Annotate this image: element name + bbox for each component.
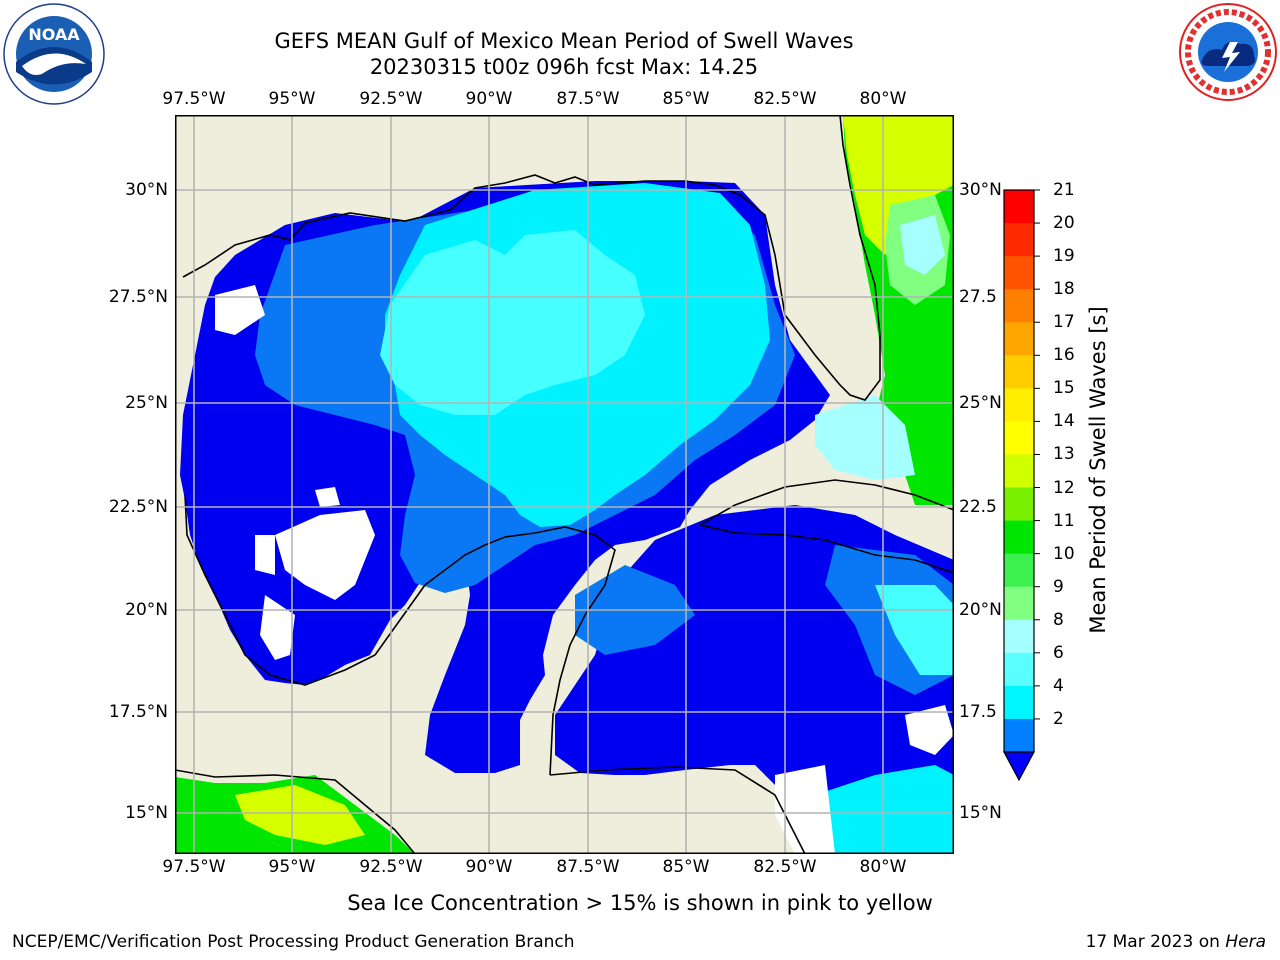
noaa-logo-icon: NOAA [3,3,105,105]
colorbar-band [1004,223,1034,257]
colorbar-band [1004,685,1034,720]
colorbar-tick-label: 9 [1053,576,1064,597]
caribbean-cyan-patch [875,585,954,675]
map-gridlines [175,115,954,854]
colorbar-band [1004,355,1034,389]
colorbar-band [1004,256,1034,290]
lat-label-right: 20°N [959,600,1002,620]
yucatan-coastline [184,494,616,776]
colorbar-tick-label: 13 [1053,444,1075,465]
caribbean-cyan-patch [805,765,954,854]
colorbar-band [1004,619,1034,654]
colorbar-band [1004,520,1034,555]
colorbar-tick-label: 20 [1053,213,1075,234]
gulf-coastline [182,115,881,401]
lat-label-right: 30°N [959,180,1002,200]
lon-label-top: 85°W [662,89,710,109]
lon-label-bottom: 97.5°W [162,857,226,877]
lat-label-left: 25°N [125,393,168,413]
colorbar-tick-label: 4 [1053,675,1064,696]
colorbar [1002,189,1040,782]
colorbar-band [1004,421,1034,455]
title-line-1: GEFS MEAN Gulf of Mexico Mean Period of … [274,29,854,53]
lon-label-top: 90°W [465,89,513,109]
lon-label-top: 92.5°W [359,89,423,109]
lat-label-left: 20°N [125,600,168,620]
footer-date-text: 17 Mar 2023 on [1085,932,1226,952]
colorbar-title: Mean Period of Swell Waves [s] [1086,306,1110,634]
colorbar-band [1004,487,1034,522]
colorbar-band [1004,388,1034,422]
colorbar-tick-label: 6 [1053,642,1064,663]
pacific-yellow-patch [235,785,365,845]
colorbar-tick-label: 16 [1053,345,1075,366]
footer-date: 17 Mar 2023 on Hera [1086,932,1266,952]
undefined-patch [255,535,275,575]
lon-label-top: 80°W [859,89,907,109]
lon-label-top: 97.5°W [162,89,226,109]
swell-period-map [175,115,954,854]
footer-host: Hera [1225,932,1266,952]
undefined-patch [315,487,340,507]
lon-label-top: 95°W [268,89,316,109]
lat-label-left: 17.5°N [108,702,168,722]
colorbar-band [1004,718,1034,753]
undefined-patch [275,510,375,600]
cuba-coastline [699,479,954,574]
colorbar-tick-label: 8 [1053,609,1064,630]
map-border [175,115,954,854]
colorbar-extend-arrow [1002,751,1036,782]
chart-title: GEFS MEAN Gulf of Mexico Mean Period of … [274,28,853,80]
undefined-patch [260,595,295,660]
sea-ice-note: Sea Ice Concentration > 15% is shown in … [347,891,933,915]
lon-label-top: 82.5°W [753,89,817,109]
colorbar-band [1004,586,1034,621]
lon-label-bottom: 82.5°W [753,857,817,877]
colorbar-tick-label: 15 [1053,378,1075,399]
lat-label-right: 15°N [959,803,1002,823]
lon-label-bottom: 85°W [662,857,710,877]
colorbar-tick-label: 17 [1053,312,1075,333]
undefined-patch [775,765,835,854]
colorbar-tick-label: 12 [1053,477,1075,498]
lon-label-bottom: 90°W [465,857,513,877]
atlantic-yellow-region [843,115,954,255]
lat-label-right: 25°N [959,393,1002,413]
colorbar-band [1004,652,1034,687]
colorbar-border [1003,189,1035,753]
straits-light-cyan-patch [815,395,915,480]
colorbar-tick-label: 18 [1053,279,1075,300]
colorbar-tick-label: 14 [1053,411,1075,432]
colorbar-tick-label: 10 [1053,543,1075,564]
colorbar-band [1004,322,1034,356]
colorbar-band [1004,190,1034,224]
colorbar-tick-label: 21 [1053,180,1075,200]
lat-label-right: 17.5 [959,702,997,722]
colorbar-band [1004,454,1034,489]
lat-label-left: 27.5°N [108,287,168,307]
title-line-2: 20230315 t00z 096h fcst Max: 14.25 [369,55,759,79]
lat-label-left: 15°N [125,803,168,823]
colorbar-band [1004,553,1034,588]
svg-text:NOAA: NOAA [28,25,80,44]
colorbar-tick-label: 2 [1053,708,1064,729]
lat-label-right: 22.5 [959,497,997,517]
lat-label-left: 30°N [125,180,168,200]
footer-credit: NCEP/EMC/Verification Post Processing Pr… [12,932,575,952]
gulf-light-cyan-lobe [380,230,645,415]
central-america-coastline [175,766,806,854]
undefined-patch [905,705,954,755]
lon-label-bottom: 95°W [268,857,316,877]
lon-label-bottom: 92.5°W [359,857,423,877]
nws-logo-icon [1179,3,1277,101]
lat-label-right: 27.5 [959,287,997,307]
colorbar-band [1004,289,1034,323]
atlantic-cyan-patch [900,215,945,275]
lon-label-bottom: 87.5°W [556,857,620,877]
colorbar-tick-label: 11 [1053,510,1075,531]
lon-label-bottom: 80°W [859,857,907,877]
lon-label-top: 87.5°W [556,89,620,109]
lat-label-left: 22.5°N [108,497,168,517]
colorbar-tick-label: 19 [1053,246,1075,267]
